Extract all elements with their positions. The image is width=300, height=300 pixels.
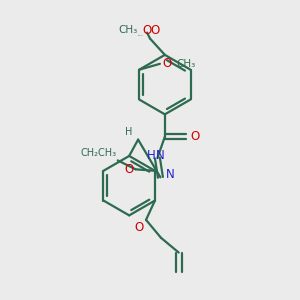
Text: H: H [125,127,132,136]
Text: methoxy: methoxy [138,34,144,36]
Text: O: O [162,57,172,70]
Text: O: O [190,130,200,143]
Text: N: N [166,169,175,182]
Text: O: O [151,24,160,37]
Text: CH₃: CH₃ [176,59,196,69]
Text: H: H [146,149,155,162]
Text: CH₃: CH₃ [118,25,137,35]
Text: O: O [134,221,144,234]
Text: CH₂CH₃: CH₂CH₃ [80,148,116,158]
Text: O: O [142,24,152,37]
Text: O: O [124,163,133,176]
Text: N: N [156,149,165,162]
